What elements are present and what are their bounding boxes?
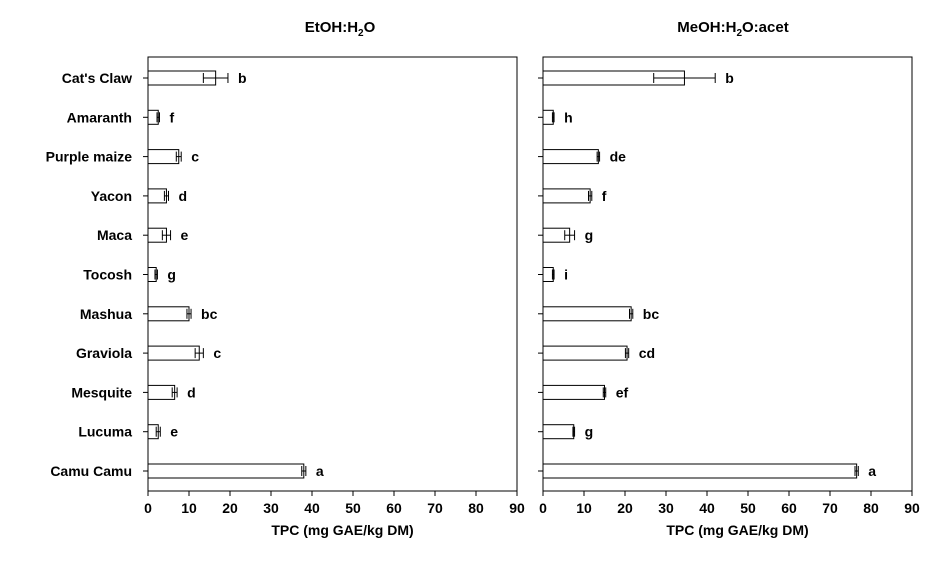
x-tick-label: 90 [509, 500, 525, 516]
bar [542, 306, 632, 322]
x-tick-label: 0 [539, 500, 547, 516]
x-tick-label: 90 [904, 500, 920, 516]
x-tick-label: 70 [822, 500, 838, 516]
data-label: b [725, 70, 734, 86]
data-label: bc [201, 306, 218, 322]
bar [147, 345, 200, 361]
bar [542, 188, 591, 204]
data-label: bc [643, 306, 660, 322]
y-tick-label: Yacon [91, 188, 132, 204]
chart-title: EtOH:H2O [305, 19, 376, 39]
data-label: g [585, 227, 594, 243]
bar [147, 384, 176, 400]
x-tick-label: 50 [345, 500, 361, 516]
title-part: MeOH:H [677, 19, 736, 36]
x-axis-label: TPC (mg GAE/kg DM) [271, 522, 413, 538]
x-tick-label: 60 [386, 500, 402, 516]
plot-frame [542, 56, 913, 492]
x-tick-label: 50 [740, 500, 756, 516]
bar [542, 267, 554, 282]
x-axis-label: TPC (mg GAE/kg DM) [666, 522, 808, 538]
chart-panel-1: EtOH:H2O Cat's Claw b Amaranth f Purple maize… [46, 19, 525, 538]
data-label: a [316, 463, 324, 479]
bar [542, 345, 628, 361]
x-tick-label: 30 [263, 500, 279, 516]
data-label: e [170, 424, 178, 440]
y-tick-label: Mashua [80, 306, 132, 322]
title-part: O [364, 19, 376, 36]
data-label: f [169, 109, 174, 125]
y-tick-label: Amaranth [67, 109, 132, 125]
x-tick-label: 40 [699, 500, 715, 516]
bar [542, 109, 554, 125]
data-label: g [167, 267, 176, 283]
x-tick-label: 0 [144, 500, 152, 516]
y-tick-label: Cat's Claw [62, 70, 132, 86]
data-label: i [564, 267, 568, 283]
bar [542, 463, 858, 479]
plot-frame [147, 56, 518, 492]
title-subscript: 2 [736, 28, 742, 39]
x-tick-label: 40 [304, 500, 320, 516]
chart-title: MeOH:H2O:acet [677, 19, 788, 39]
y-tick-label: Camu Camu [50, 463, 132, 479]
data-label: cd [639, 345, 655, 361]
y-tick-label: Maca [97, 227, 132, 243]
data-label: e [181, 227, 189, 243]
y-tick-label: Graviola [76, 345, 132, 361]
bar [147, 188, 167, 204]
y-tick-label: Purple maize [46, 149, 133, 165]
data-label: g [585, 424, 594, 440]
x-tick-label: 20 [222, 500, 238, 516]
data-label: ef [616, 384, 629, 400]
y-tick-label: Lucuma [78, 424, 132, 440]
data-label: f [602, 188, 607, 204]
title-part: EtOH:H [305, 19, 358, 36]
bar [542, 149, 599, 165]
data-label: c [191, 149, 199, 165]
data-label: a [868, 463, 876, 479]
x-tick-label: 60 [781, 500, 797, 516]
bar [147, 149, 180, 165]
data-label: h [564, 109, 573, 125]
data-label: c [213, 345, 221, 361]
x-tick-label: 70 [427, 500, 443, 516]
x-tick-label: 80 [468, 500, 484, 516]
data-label: d [187, 384, 196, 400]
x-tick-label: 10 [576, 500, 592, 516]
bar [542, 424, 575, 440]
data-label: de [610, 149, 627, 165]
title-subscript: 2 [358, 28, 364, 39]
x-tick-label: 80 [863, 500, 879, 516]
y-tick-label: Tocosh [83, 267, 132, 283]
chart-panel-2: MeOH:H2O:acet b h de f g i bc cd ef g a 0 10 20 30 40 50 6… [538, 19, 920, 538]
x-tick-label: 10 [181, 500, 197, 516]
y-tick-label: Mesquite [71, 384, 132, 400]
x-tick-label: 20 [617, 500, 633, 516]
bar [147, 463, 305, 479]
x-tick-label: 30 [658, 500, 674, 516]
title-part: O:acet [742, 19, 789, 36]
bar [147, 306, 190, 322]
bar [542, 384, 605, 400]
data-label: b [238, 70, 247, 86]
data-label: d [179, 188, 188, 204]
